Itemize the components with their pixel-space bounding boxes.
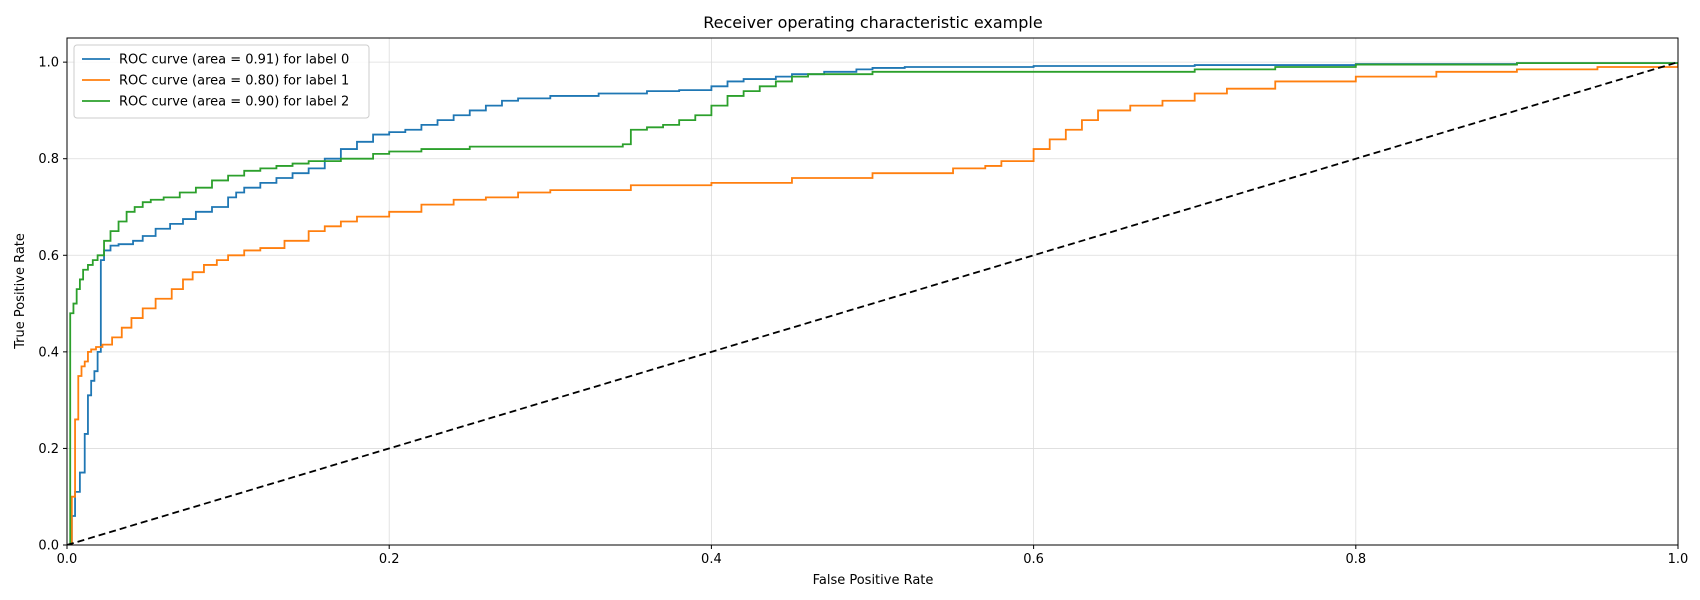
x-tick-label: 0.2 [379,552,400,567]
legend-box [73,44,370,119]
legend-entry-label: ROC curve (area = 0.80) for label 1 [119,74,349,89]
y-axis-ticks: 0.0 0.2 0.4 0.6 0.8 1.0 [38,56,67,554]
x-tick-label: 0.8 [1345,552,1366,567]
x-tick-label: 1.0 [1668,552,1689,567]
legend-entry-label: ROC curve (area = 0.90) for label 2 [119,95,349,110]
y-tick-label: 0.0 [38,539,59,554]
y-tick-label: 0.6 [38,249,59,264]
x-tick-label: 0.0 [57,552,78,567]
x-axis-ticks: 0.0 0.2 0.4 0.6 0.8 1.0 [57,545,1689,567]
x-tick-label: 0.6 [1023,552,1044,567]
series-layer [67,61,1678,545]
legend-entry-label: ROC curve (area = 0.91) for label 0 [119,53,349,68]
x-axis-label: False Positive Rate [813,573,934,588]
y-tick-label: 0.2 [38,442,59,457]
y-axis-label: True Positive Rate [13,233,28,350]
x-tick-label: 0.4 [701,552,722,567]
y-tick-label: 1.0 [38,56,59,71]
roc-curve-label-2 [67,62,1678,545]
roc-curve-label-1 [67,62,1678,545]
legend: ROC curve (area = 0.91) for label 0 ROC c… [73,44,370,119]
plot-frame [66,37,1679,546]
y-tick-label: 0.8 [38,152,59,167]
chart-title: Receiver operating characteristic exampl… [703,13,1042,32]
chance-diagonal-line [67,61,1678,545]
y-tick-label: 0.4 [38,345,59,360]
